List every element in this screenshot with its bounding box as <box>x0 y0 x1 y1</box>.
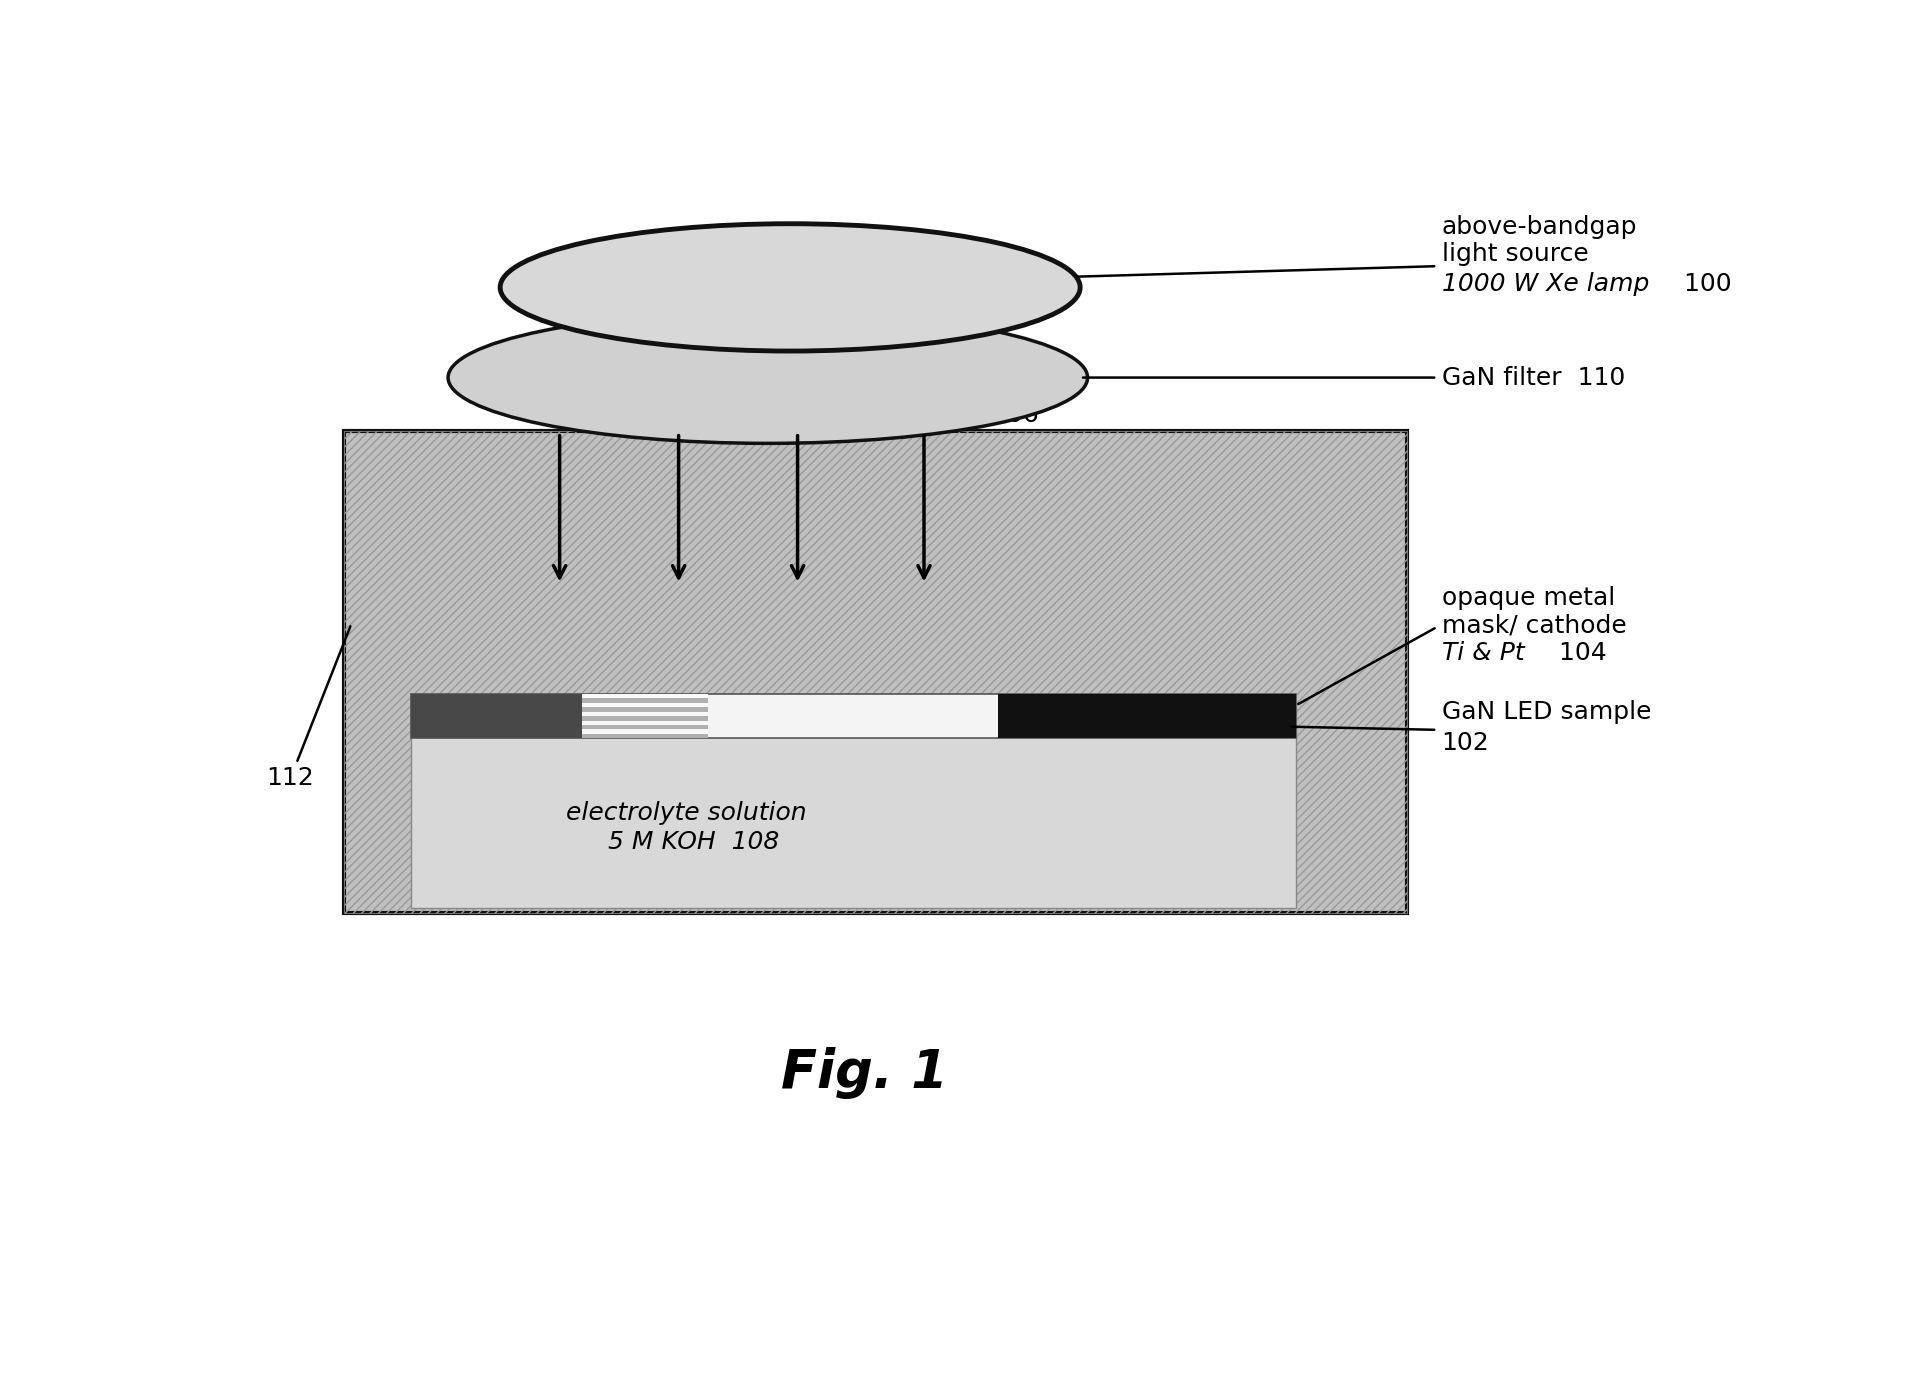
Text: Fig. 1: Fig. 1 <box>781 1046 948 1098</box>
Bar <box>581 703 708 707</box>
Text: Ti & Pt: Ti & Pt <box>1441 641 1524 666</box>
Text: 104: 104 <box>1543 641 1606 666</box>
Text: 5 M KOH  108: 5 M KOH 108 <box>608 831 779 854</box>
Text: mask/ cathode: mask/ cathode <box>1441 613 1625 638</box>
Bar <box>581 734 708 739</box>
Bar <box>581 707 708 711</box>
Ellipse shape <box>447 311 1088 444</box>
Text: 102: 102 <box>1441 730 1489 755</box>
Text: opaque metal: opaque metal <box>1441 586 1614 610</box>
Bar <box>411 707 1295 908</box>
Bar <box>581 693 708 699</box>
Text: GaN LED sample: GaN LED sample <box>1441 700 1650 723</box>
Bar <box>581 717 708 721</box>
Bar <box>581 729 708 734</box>
Bar <box>344 430 1407 914</box>
Text: above-bandgap: above-bandgap <box>1441 215 1637 238</box>
Bar <box>581 711 708 717</box>
Bar <box>998 693 1295 739</box>
Text: light source: light source <box>1441 243 1589 266</box>
Bar <box>581 721 708 725</box>
Text: GaN filter  110: GaN filter 110 <box>1441 365 1625 390</box>
Text: 106: 106 <box>912 402 1038 427</box>
Text: 112: 112 <box>267 627 351 790</box>
Bar <box>411 693 1295 739</box>
Ellipse shape <box>501 223 1080 351</box>
Text: 1000 W Xe lamp: 1000 W Xe lamp <box>1441 273 1648 296</box>
Bar <box>581 693 708 739</box>
Bar <box>581 725 708 729</box>
Text: electrolyte solution: electrolyte solution <box>566 801 806 824</box>
Bar <box>581 699 708 703</box>
Bar <box>344 430 1407 914</box>
Bar <box>411 693 581 739</box>
Text: 100: 100 <box>1668 273 1731 296</box>
